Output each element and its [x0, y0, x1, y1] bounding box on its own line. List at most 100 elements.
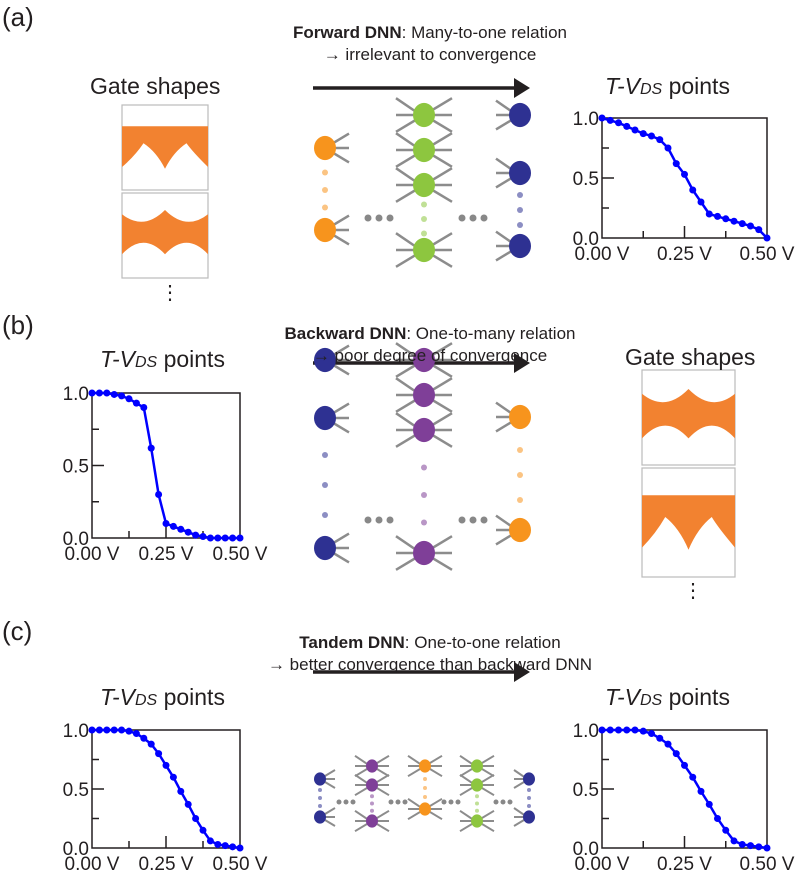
node-circle [523, 810, 535, 824]
node-circle [413, 102, 435, 128]
ellipsis-dot [517, 497, 523, 503]
data-point [656, 734, 664, 742]
panel-label-c: (c) [2, 616, 33, 646]
node-circle [314, 135, 336, 161]
data-point [177, 787, 185, 795]
y-tick-label: 1.0 [573, 109, 599, 130]
y-tick-label: 1.0 [63, 384, 89, 405]
arrow-head [514, 78, 530, 98]
x-tick-label: 0.00 V [65, 854, 120, 875]
data-point [598, 114, 606, 122]
neuron-node [459, 809, 495, 833]
data-point [169, 522, 177, 530]
caption-bold: Forward DNN [293, 23, 402, 42]
y-tick-label: 1.0 [573, 721, 599, 742]
title-tvds-a: T-VDS points [605, 73, 730, 100]
data-point [738, 220, 746, 228]
node-circle [366, 814, 378, 828]
plot-c-right: 0.0 0.5 1.0 0.00 V 0.25 V 0.50 V [573, 721, 795, 875]
node-circle [509, 404, 531, 430]
caption-rest: : One-to-many relation [406, 324, 576, 343]
ellipsis-dot [364, 214, 372, 222]
data-point [103, 389, 111, 397]
data-point [192, 531, 200, 539]
node-circle [471, 778, 483, 792]
data-point [664, 144, 672, 152]
caption-a: Forward DNN: Many-to-one relation → irre… [250, 22, 610, 66]
neuron-node [459, 754, 495, 778]
x-tick-label: 0.25 V [139, 854, 194, 875]
neuron-node [395, 167, 453, 203]
x-tick-label: 0.25 V [657, 854, 712, 875]
node-circle [413, 137, 435, 163]
node-circle [366, 778, 378, 792]
ellipsis-dot [395, 799, 401, 805]
data-point [147, 740, 155, 748]
data-point [162, 761, 170, 769]
gate-shape [641, 467, 736, 578]
data-point [631, 726, 639, 734]
node-circle [413, 237, 435, 263]
data-point [229, 843, 237, 851]
title-tvds-c-right: T-VDS points [605, 684, 730, 711]
neuron-node [395, 97, 453, 133]
data-point [184, 528, 192, 536]
data-point [118, 726, 126, 734]
data-point [705, 800, 713, 808]
data-point [697, 198, 705, 206]
ellipsis-dot [517, 222, 523, 228]
data-point [236, 534, 244, 542]
data-point [206, 837, 214, 845]
neuron-node [395, 342, 453, 378]
neuron-node [395, 535, 453, 571]
x-tick-label: 0.25 V [657, 244, 712, 265]
node-circle [471, 759, 483, 773]
data-point [615, 726, 622, 734]
y-tick-label: 0.5 [573, 169, 599, 190]
post: points [157, 684, 225, 710]
ellipsis-dot [475, 808, 479, 813]
caption-c: Tandem DNN: One-to-one relation → better… [220, 632, 640, 676]
data-point [229, 534, 237, 542]
plot-a: 0.0 0.5 1.0 0.00 V 0.25 V 0.50 V [573, 109, 795, 265]
x-tick-label: 0.50 V [213, 854, 268, 875]
neuron-node [314, 769, 336, 789]
y-tick-label: 0.5 [63, 780, 89, 801]
ellipsis-dot [480, 214, 488, 222]
data-point [714, 815, 721, 822]
ellipsis-dot [370, 794, 374, 799]
data-point [199, 533, 207, 541]
x-tick-label: 0.00 V [575, 244, 630, 265]
data-point [110, 390, 118, 398]
data-point [199, 826, 207, 834]
data-point [689, 186, 697, 194]
caption-bold: Backward DNN [284, 324, 407, 343]
data-point [118, 392, 126, 400]
data-point [177, 525, 185, 533]
data-point [147, 444, 155, 452]
neuron-node [314, 402, 350, 434]
node-circle [413, 347, 435, 373]
ellipsis-dot [402, 799, 408, 805]
t: T-V [100, 346, 135, 372]
ellipsis-dot [469, 516, 477, 524]
sub: DS [639, 81, 663, 98]
gate-shape [121, 104, 209, 191]
data-point [747, 222, 754, 230]
ellipsis-dot [527, 796, 531, 800]
data-point [606, 726, 614, 734]
data-point [615, 119, 622, 127]
data-point [639, 727, 647, 735]
ellipsis-dot [375, 516, 383, 524]
node-circle [314, 347, 336, 373]
ellipsis-dot [448, 799, 454, 805]
node-circle [314, 772, 326, 786]
ellipsis-dot [455, 799, 461, 805]
data-point [88, 726, 96, 734]
sub: DS [134, 354, 158, 371]
ellipsis-dot [386, 516, 394, 524]
data-point [169, 773, 177, 781]
t: T-V [605, 684, 640, 710]
data-point [681, 761, 688, 769]
ellipsis-dot [318, 788, 322, 792]
